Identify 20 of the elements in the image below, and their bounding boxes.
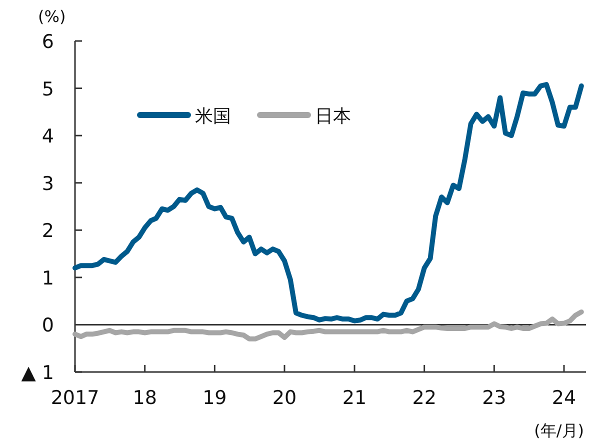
x-tick-label: 20 [272,387,297,409]
x-tick-label: 18 [132,387,157,409]
x-tick-label: 24 [552,387,576,409]
y-tick-label: 2 [42,220,54,242]
y-tick-label: 0 [42,314,54,337]
x-tick-label: 22 [412,387,436,409]
x-tick-label: 23 [482,387,506,409]
y-tick-label: 6 [42,31,54,53]
legend-label: 日本 [315,106,351,127]
y-axis-title: (%) [38,7,66,26]
y-tick-label: 1 [42,267,54,290]
x-tick-label: 19 [202,387,227,409]
x-tick-label: 21 [342,387,367,409]
y-tick-label: ▲ 1 [21,362,54,384]
y-tick-label: 4 [42,126,54,148]
y-tick-label: 5 [42,78,54,100]
x-axis-title: (年/月) [534,421,584,440]
x-tick-label: 2017 [50,387,100,409]
legend-label: 米国 [195,106,231,127]
y-tick-label: 3 [42,172,54,195]
